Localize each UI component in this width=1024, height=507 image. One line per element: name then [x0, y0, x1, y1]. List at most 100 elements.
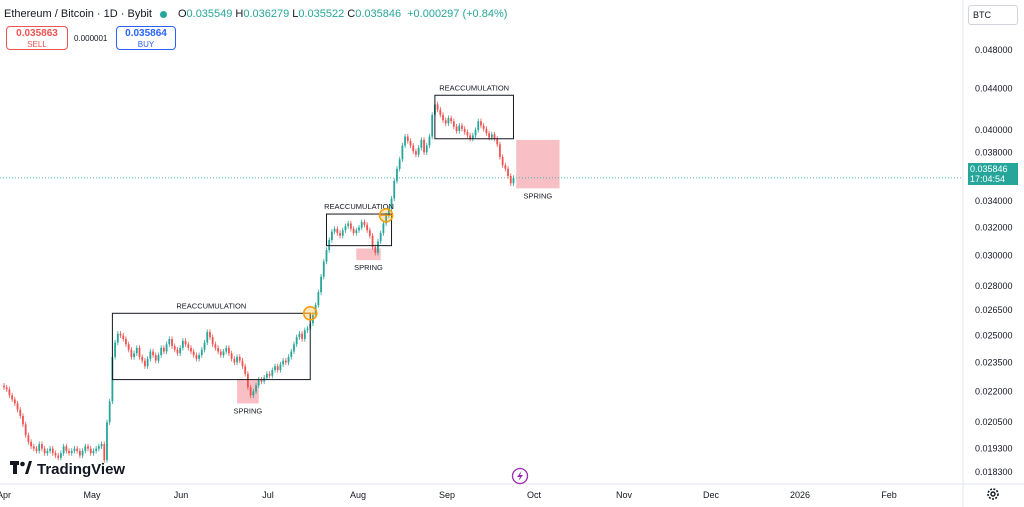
candle-body — [306, 328, 309, 331]
gear-icon[interactable] — [984, 487, 1002, 505]
candle-body — [157, 355, 160, 361]
candle-body — [333, 228, 336, 232]
candle-body — [298, 333, 301, 338]
candle-body — [46, 450, 49, 454]
candle-body — [349, 223, 352, 229]
time-tick-label: Feb — [881, 490, 897, 500]
candle-body — [76, 448, 79, 451]
candle-body — [284, 360, 287, 363]
candle-body — [428, 136, 431, 146]
reaccumulation-label: REACCUMULATION — [439, 83, 509, 92]
candle-body — [331, 231, 333, 240]
candle-body — [190, 347, 192, 352]
candle-body — [374, 247, 377, 253]
candle-body — [106, 422, 108, 461]
candle-body — [493, 134, 496, 139]
candle-body — [442, 114, 444, 121]
candle-body — [149, 351, 152, 359]
time-tick-label: Jun — [174, 490, 189, 500]
close-value: 0.035846 — [355, 8, 402, 20]
candle-body — [377, 241, 379, 253]
candle-body — [268, 373, 271, 376]
candle-body — [444, 120, 447, 124]
candle-body — [282, 360, 285, 365]
candle-body — [488, 133, 490, 138]
candle-body — [176, 349, 179, 354]
symbol-title[interactable]: Ethereum / Bitcoin · 1D · Bybit — [4, 8, 152, 20]
candle-body — [398, 159, 401, 169]
candle-body — [184, 340, 187, 345]
candle-body — [390, 198, 393, 209]
candle-body — [252, 391, 255, 396]
candle-body — [8, 389, 11, 396]
candle-body — [274, 366, 276, 371]
sell-button[interactable]: 0.035863 SELL — [6, 26, 68, 50]
candle-body — [420, 139, 423, 148]
candle-body — [122, 335, 125, 339]
candle-body — [412, 145, 415, 152]
high-value: 0.036279 — [243, 8, 290, 20]
candle-body — [295, 337, 298, 345]
candle-body — [130, 349, 133, 357]
open-label: O — [177, 8, 187, 20]
spread-value: 0.000001 — [74, 34, 108, 43]
candle-body — [466, 132, 469, 136]
sell-price: 0.035863 — [16, 28, 58, 39]
candle-body — [219, 351, 222, 356]
candle-body — [35, 448, 38, 451]
candle-body — [271, 370, 274, 376]
candle-body — [249, 387, 252, 396]
currency-selector[interactable]: BTC — [968, 5, 1018, 25]
candle-body — [469, 135, 472, 139]
spring-zone — [356, 248, 381, 261]
tradingview-logo[interactable]: TradingView — [10, 461, 125, 478]
candle-body — [423, 139, 425, 153]
candle-body — [192, 351, 195, 356]
bar-countdown: 17:04:54 — [970, 174, 1006, 184]
time-tick-label: Apr — [0, 490, 11, 500]
candle-body — [70, 450, 73, 454]
reaccumulation-label: REACCUMULATION — [176, 301, 246, 310]
low-value: 0.035522 — [298, 8, 345, 20]
low-label: L — [292, 8, 299, 20]
candle-body — [187, 344, 190, 348]
last-price-tag: 0.035846 17:04:54 — [968, 163, 1018, 185]
candle-body — [371, 235, 374, 248]
candle-body — [22, 415, 24, 425]
candle-body — [160, 347, 163, 356]
candle-body — [507, 168, 509, 177]
time-tick-label: Jul — [262, 490, 274, 500]
candle-body — [409, 141, 412, 146]
candle-body — [366, 224, 369, 231]
candle-body — [195, 355, 198, 359]
candle-body — [415, 151, 417, 155]
candle-body — [30, 441, 32, 447]
market-status-dot — [159, 10, 167, 18]
candle-body — [236, 356, 238, 363]
candle-body — [179, 347, 182, 354]
candle-body — [328, 239, 331, 250]
candle-body — [287, 356, 290, 363]
candle-body — [396, 168, 398, 181]
candle-body — [241, 360, 244, 367]
candle-body — [260, 379, 263, 382]
candle-body — [474, 129, 477, 136]
candle-body — [339, 233, 341, 236]
candle-body — [477, 121, 480, 130]
candle-body — [401, 145, 404, 160]
candle-body — [393, 180, 396, 199]
candle-body — [5, 387, 8, 390]
candle-body — [152, 351, 154, 356]
candle-body — [108, 401, 111, 423]
time-tick-label: Dec — [703, 490, 720, 500]
candle-body — [133, 353, 135, 357]
candle-body — [225, 347, 228, 352]
candle-body — [100, 444, 103, 447]
candle-body — [290, 351, 293, 357]
candle-body — [404, 136, 406, 146]
candle-body — [276, 366, 279, 371]
candle-body — [171, 338, 173, 347]
candle-body — [209, 331, 211, 338]
buy-button[interactable]: 0.035864 BUY — [116, 26, 176, 50]
